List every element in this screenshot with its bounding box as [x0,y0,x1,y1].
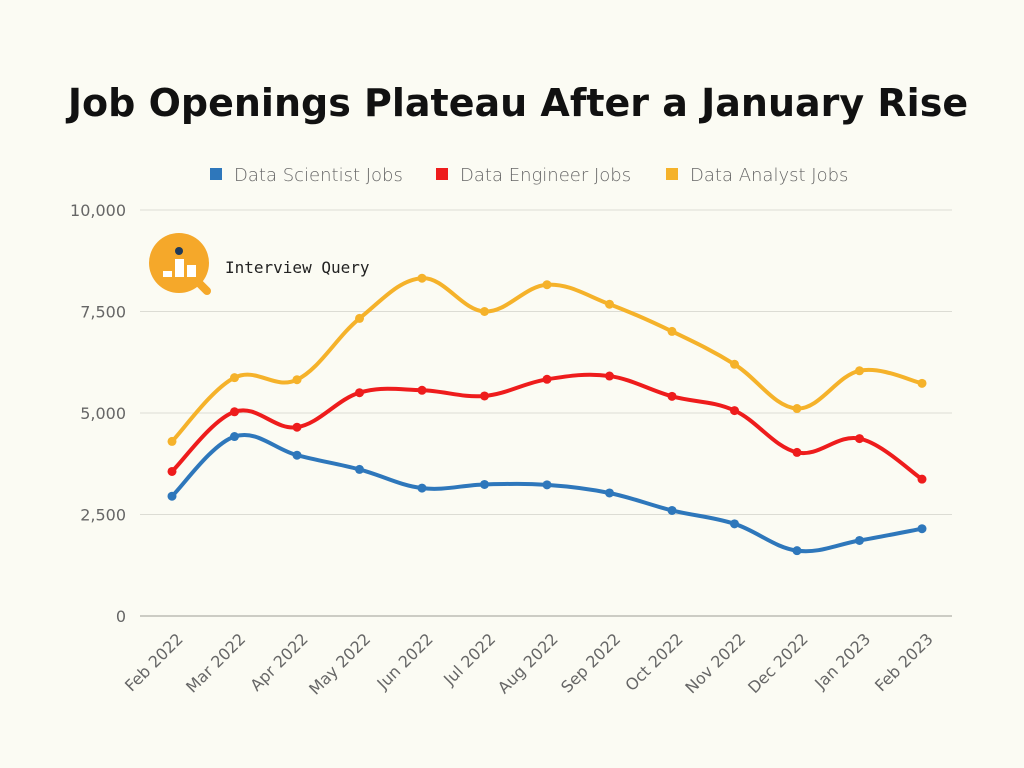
data-point [917,524,927,534]
legend-label: Data Scientist Jobs [234,165,403,186]
data-point [605,488,614,498]
data-point [917,474,927,484]
series-line [170,276,924,444]
data-point [667,505,677,515]
data-point [605,371,614,381]
x-tick-label: Jun 2022 [373,629,437,693]
data-point [667,326,677,336]
x-tick-label: Oct 2022 [621,629,686,694]
chart-title: Job Openings Plateau After a January Ris… [65,81,968,125]
data-point [730,359,739,369]
y-tick-label: 7,500 [80,303,126,322]
legend-label: Data Engineer Jobs [460,165,631,186]
y-tick-label: 0 [116,607,126,626]
x-tick-label: Jan 2023 [810,629,874,693]
data-point [792,546,802,556]
data-point [480,479,489,489]
data-point [542,374,552,384]
x-tick-label: Feb 2022 [121,629,187,695]
data-point [792,447,802,457]
legend-swatch [210,168,222,180]
series-layer [167,273,927,556]
data-point [667,391,677,401]
series-group [167,273,927,446]
data-point [230,373,239,383]
data-point [730,519,739,529]
data-point [792,404,802,414]
data-point [730,406,739,416]
data-point [355,388,364,398]
data-point [855,535,864,545]
data-point [855,434,864,444]
data-point [230,432,239,442]
data-point [417,385,427,395]
x-tick-label: Jul 2022 [439,629,499,689]
grid-layer [140,209,952,617]
x-tick-label: Nov 2022 [681,629,749,697]
series-group [167,432,927,556]
y-tick-label: 10,000 [70,201,126,220]
y-tick-label: 5,000 [80,404,126,423]
brand-watermark: Interview Query [149,233,370,295]
data-point [417,273,427,283]
legend-label: Data Analyst Jobs [690,165,848,186]
interview-query-logo-icon [149,233,211,295]
data-point [292,422,302,432]
legend-swatch [666,168,678,180]
x-tick-label: Mar 2022 [182,629,249,696]
x-tick-label: Feb 2023 [871,629,937,695]
data-point [292,375,302,385]
series-group [167,371,927,484]
data-point [917,378,927,388]
x-tick-label: Aug 2022 [494,629,562,697]
data-point [167,466,177,476]
data-point [480,307,489,316]
data-point [542,280,552,290]
brand-name: Interview Query [225,258,370,277]
x-tick-label: Apr 2022 [246,629,311,694]
data-point [417,483,427,493]
x-tick-label: May 2022 [305,629,374,698]
data-point [355,464,364,474]
data-point [480,391,489,401]
data-point [292,450,302,460]
data-point [167,436,177,446]
data-point [542,480,552,490]
x-tick-label: Sep 2022 [557,629,624,696]
data-point [230,407,239,417]
x-tick-label: Dec 2022 [744,629,812,697]
data-point [855,366,864,376]
data-point [167,491,177,501]
y-tick-label: 2,500 [80,506,126,525]
data-point [605,299,614,309]
legend-swatch [436,168,448,180]
data-point [355,313,364,323]
legend: Data Scientist Jobs Data Engineer Jobs Dat… [210,165,848,186]
series-line [170,372,924,482]
